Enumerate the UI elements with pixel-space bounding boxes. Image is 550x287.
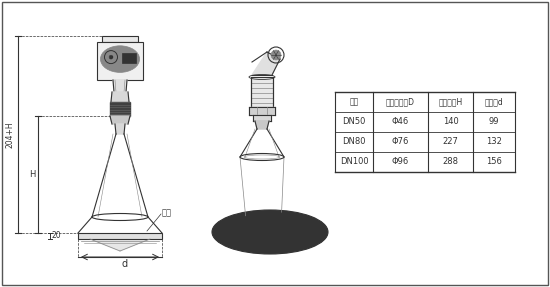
Polygon shape	[255, 121, 269, 129]
Ellipse shape	[304, 236, 310, 240]
Text: 99: 99	[489, 117, 499, 127]
Text: 20: 20	[52, 232, 62, 241]
Text: d: d	[122, 259, 128, 269]
Text: DN100: DN100	[340, 158, 368, 166]
Circle shape	[271, 50, 281, 60]
Bar	[251, 77, 273, 107]
Polygon shape	[252, 52, 280, 75]
Polygon shape	[249, 107, 275, 115]
Ellipse shape	[238, 220, 302, 244]
Text: 156: 156	[486, 158, 502, 166]
Polygon shape	[113, 80, 127, 92]
Ellipse shape	[101, 46, 140, 72]
Ellipse shape	[304, 224, 310, 228]
Ellipse shape	[222, 214, 317, 250]
Text: 140: 140	[443, 117, 458, 127]
Ellipse shape	[252, 244, 258, 248]
Bar	[122, 53, 136, 63]
Bar	[124, 55, 135, 61]
Ellipse shape	[252, 225, 288, 238]
Bar	[110, 53, 112, 55]
Text: 法兰: 法兰	[349, 98, 359, 106]
Text: Φ76: Φ76	[392, 137, 409, 146]
Ellipse shape	[230, 224, 236, 228]
Polygon shape	[110, 116, 130, 124]
Text: DN50: DN50	[342, 117, 366, 127]
Bar	[107, 56, 109, 58]
Text: 喇叭高度H: 喇叭高度H	[438, 98, 463, 106]
Text: 227: 227	[443, 137, 459, 146]
Bar	[102, 36, 138, 42]
Ellipse shape	[282, 216, 288, 220]
Text: Φ46: Φ46	[392, 117, 409, 127]
Text: 288: 288	[443, 158, 459, 166]
Text: 132: 132	[486, 137, 502, 146]
Text: 法兰: 法兰	[162, 208, 172, 218]
Text: DN80: DN80	[342, 137, 366, 146]
Polygon shape	[110, 102, 130, 116]
Circle shape	[109, 56, 113, 59]
Ellipse shape	[282, 244, 288, 248]
Text: Φ96: Φ96	[392, 158, 409, 166]
Bar	[78, 233, 162, 239]
Text: H: H	[29, 170, 35, 179]
Polygon shape	[90, 239, 150, 251]
Polygon shape	[253, 115, 271, 121]
Ellipse shape	[252, 216, 258, 220]
Text: 204+H: 204+H	[6, 121, 15, 148]
Polygon shape	[111, 92, 129, 102]
Ellipse shape	[212, 210, 328, 254]
Polygon shape	[115, 124, 125, 134]
Text: 喇叭口直径D: 喇叭口直径D	[386, 98, 415, 106]
Text: 四脚盘d: 四脚盘d	[485, 98, 503, 106]
Bar	[97, 42, 143, 80]
Ellipse shape	[230, 236, 236, 240]
